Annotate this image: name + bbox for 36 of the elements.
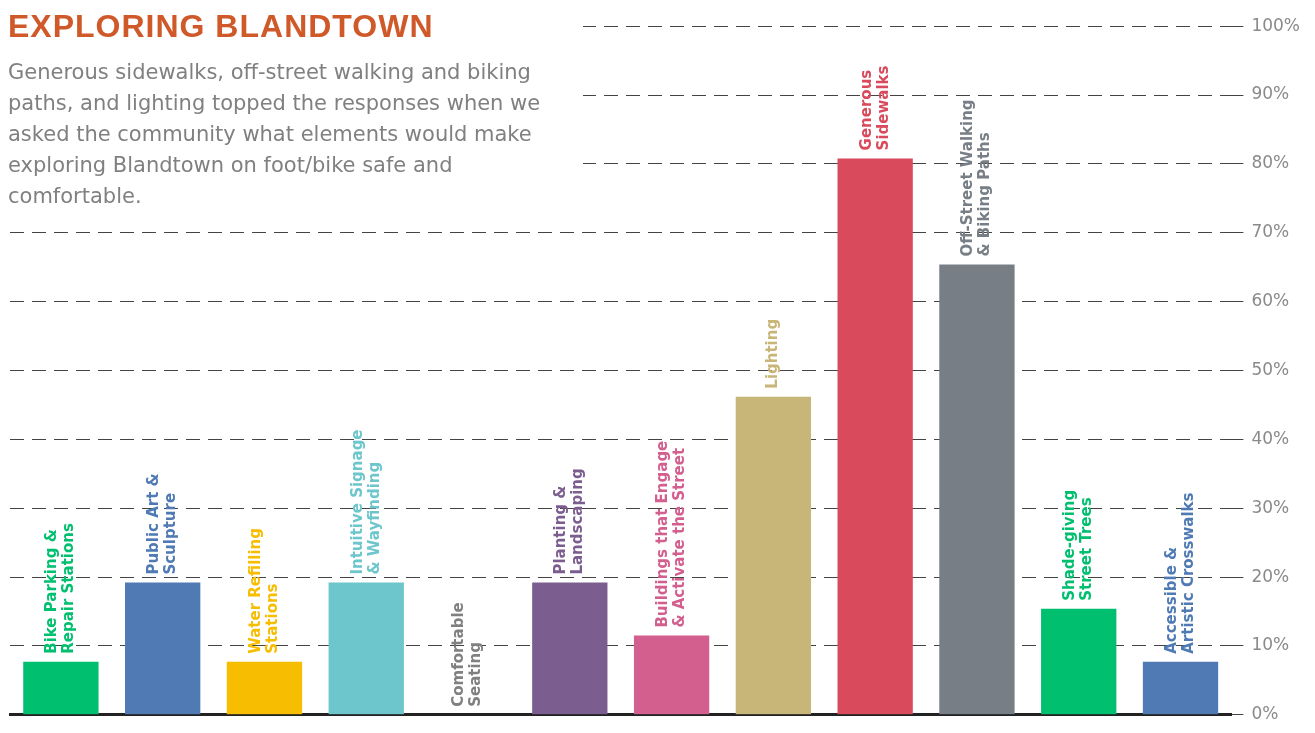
y-tick-label: 30%	[1251, 496, 1290, 517]
chart-title: EXPLORING BLANDTOWN	[8, 8, 435, 45]
x-tick-label: Planting & Landscaping	[551, 468, 587, 575]
x-tick-label: Public Art & Sculpture	[144, 473, 180, 575]
x-tick-label: Intuitive Signage & Wayfinding	[347, 429, 383, 575]
bar	[226, 661, 303, 715]
y-tick-label: 10%	[1251, 634, 1290, 655]
y-tick-label: 20%	[1251, 565, 1290, 586]
y-tick-label: 60%	[1251, 290, 1290, 311]
bar	[23, 661, 99, 715]
x-tick-label: Accessible & Artistic Crosswalks	[1161, 492, 1197, 654]
x-tick-label: Generous Sidewalks	[856, 65, 892, 151]
bar	[633, 635, 710, 715]
y-tick-label: 40%	[1251, 427, 1290, 448]
x-tick-label: Lighting	[763, 318, 782, 389]
x-tick-label: Comfortable Seating	[449, 602, 485, 707]
bar	[1142, 661, 1219, 715]
x-tick-label: Buildings that Engage & Activate the Street	[652, 440, 688, 628]
y-tick-label: 0%	[1251, 703, 1279, 724]
y-tick-label: 90%	[1251, 83, 1290, 104]
bar	[125, 582, 201, 715]
text: Generous sidewalks, off-street walking and biking paths, and lighting topped the responses when we asked the community what elements would make exploring Blandtown on foot/bike safe and comfortable.	[8, 59, 542, 210]
x-tick-label: Off-Street Walking & Biking Paths	[958, 99, 994, 257]
x-tick-label: Shade-giving Street Trees	[1060, 489, 1096, 601]
bar	[1041, 608, 1117, 715]
y-tick-label: 80%	[1251, 152, 1290, 173]
bar	[735, 396, 812, 715]
bar	[328, 582, 404, 715]
y-tick-label: 50%	[1251, 358, 1290, 379]
bar	[837, 158, 913, 715]
y-tick-label: 70%	[1251, 221, 1290, 242]
y-tick-label: 100%	[1251, 14, 1301, 35]
bar	[532, 582, 608, 715]
x-tick-label: Water Refilling Stations	[245, 528, 281, 654]
bar	[939, 264, 1015, 715]
x-tick-label: Bike Parking & Repair Stations	[42, 523, 78, 654]
